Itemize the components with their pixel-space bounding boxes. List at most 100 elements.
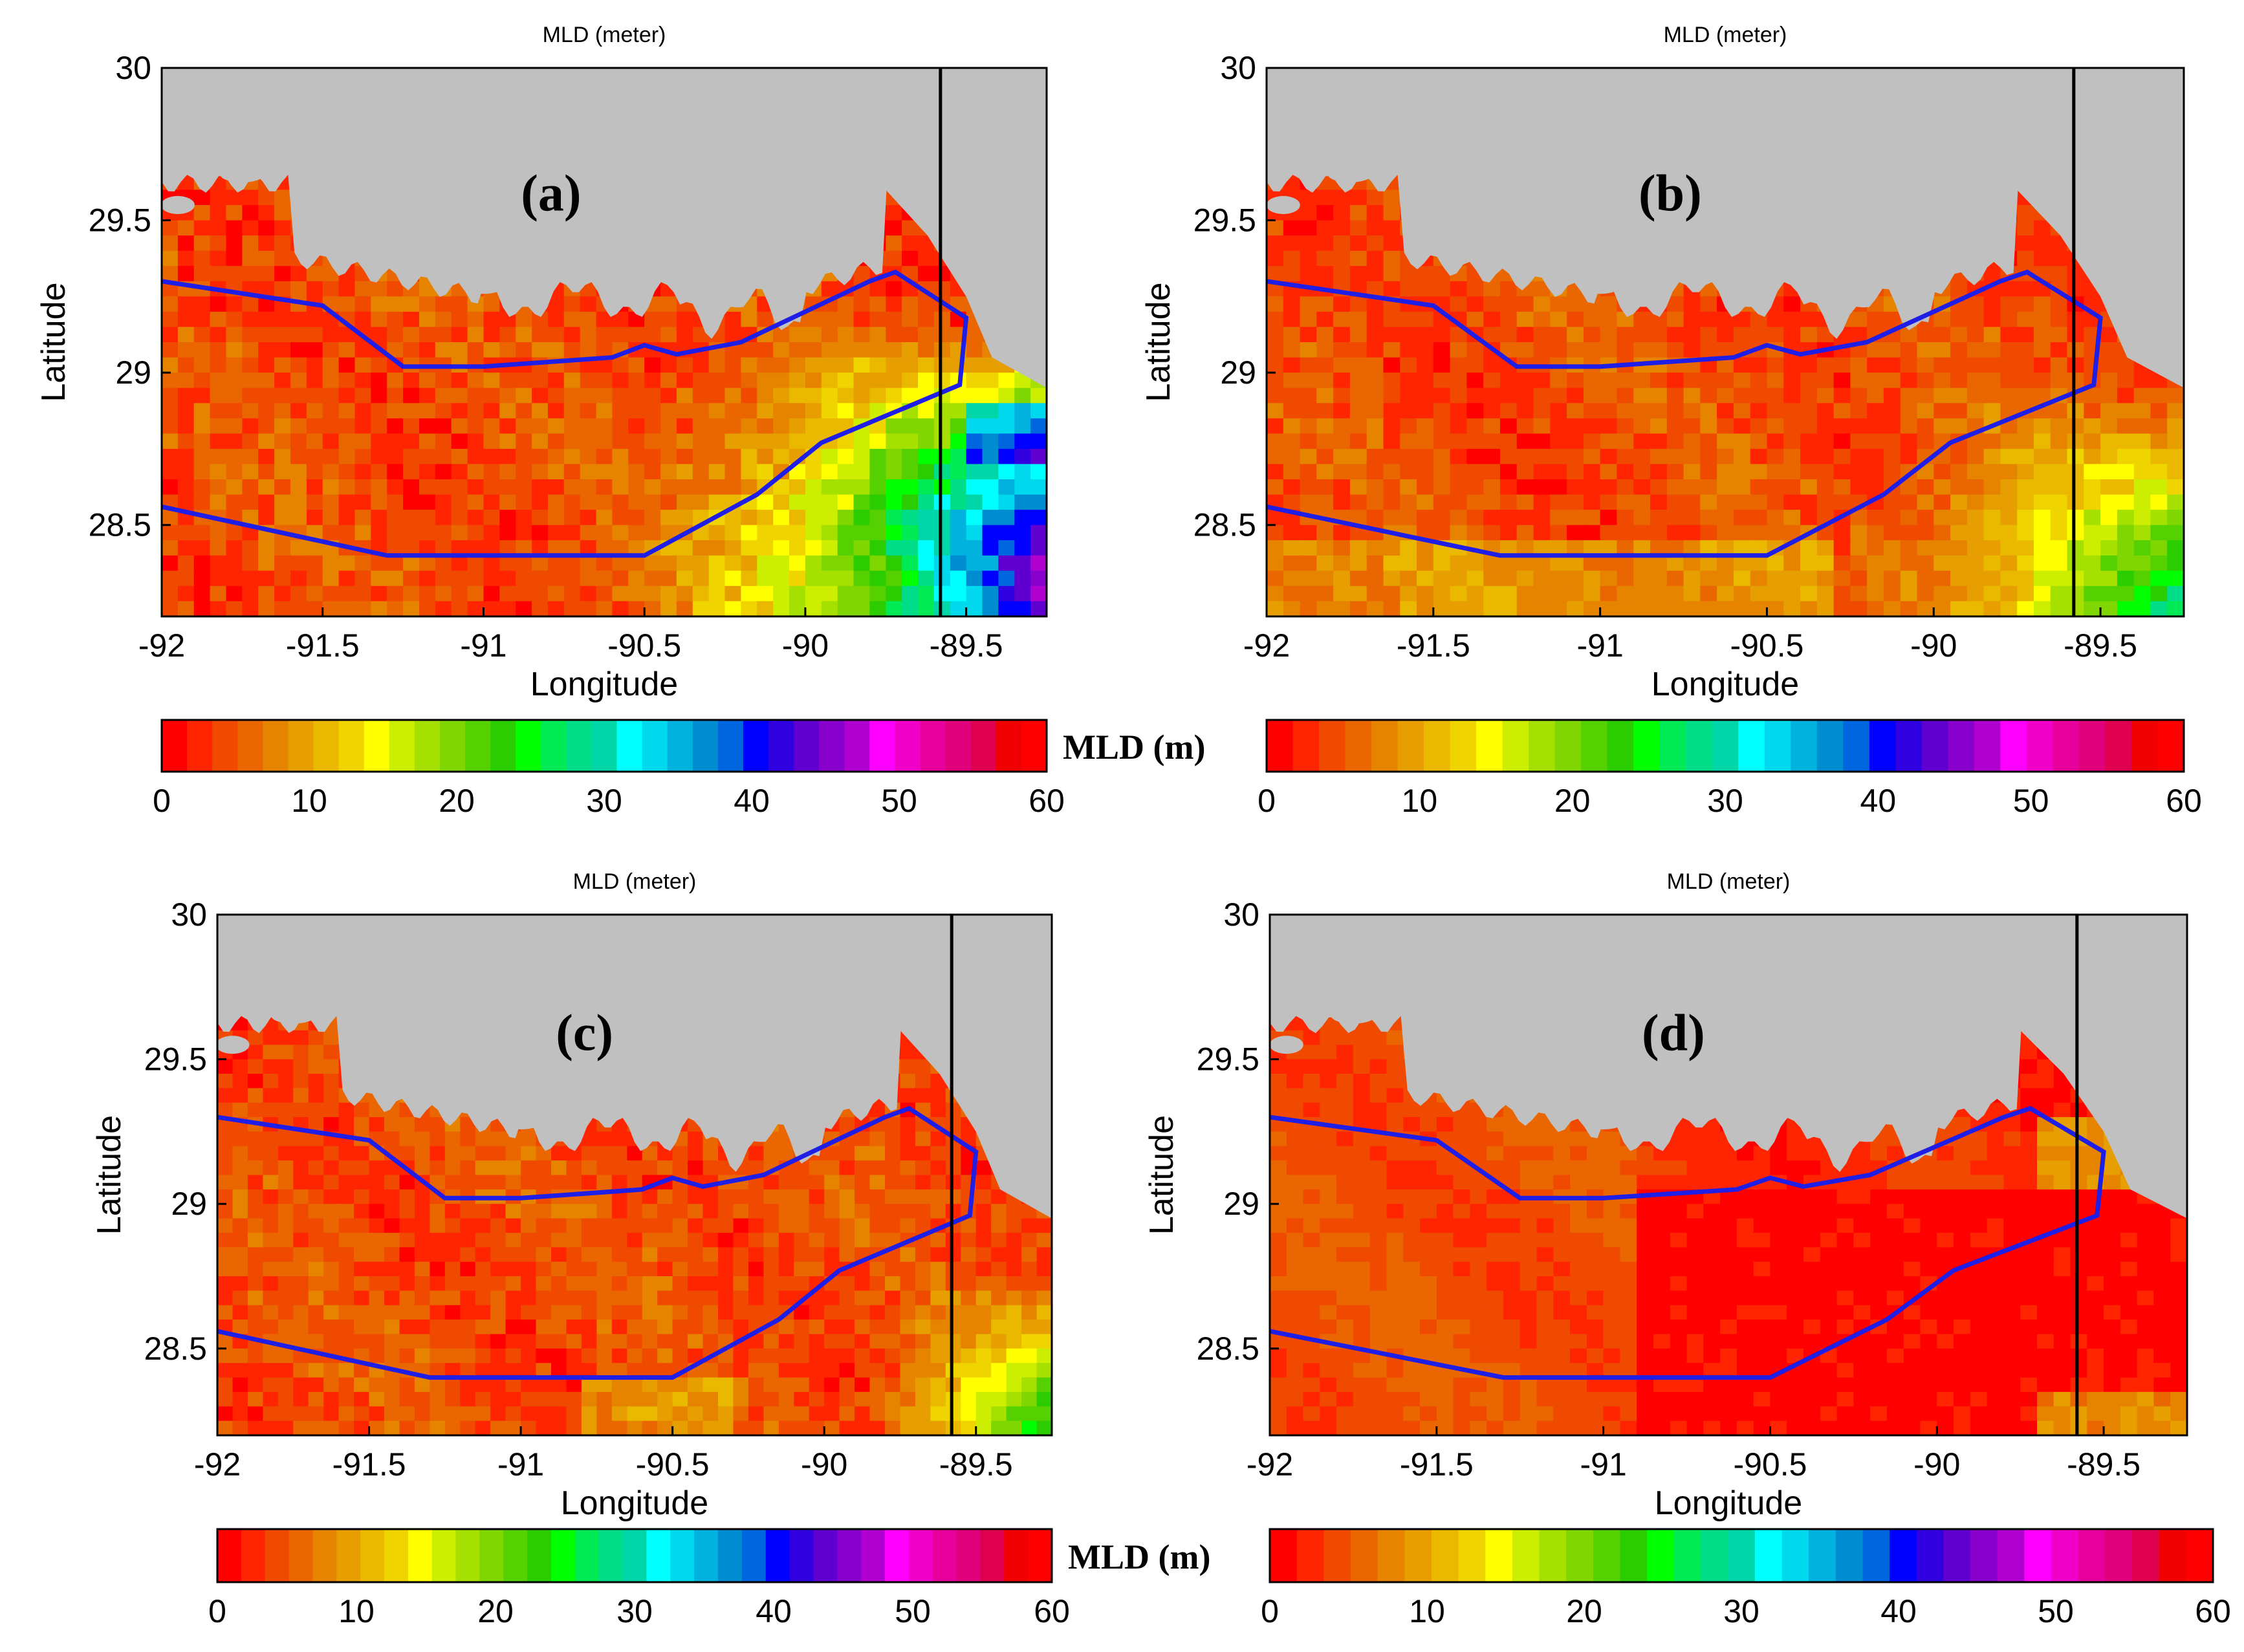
mld-cell <box>1030 510 1047 526</box>
mld-cell <box>1934 479 1952 495</box>
mld-cell <box>1450 494 1468 511</box>
mld-cell <box>290 479 307 495</box>
mld-cell <box>612 571 629 587</box>
mld-cell <box>2100 387 2118 404</box>
mld-cell <box>2050 464 2068 480</box>
colorbar-tick-label: 50 <box>881 783 917 819</box>
colorbar-swatch <box>1686 720 1713 772</box>
mld-cell <box>290 387 307 404</box>
mld-cell <box>1800 540 1818 556</box>
mld-cell <box>1014 601 1032 616</box>
mld-cell <box>2050 494 2068 511</box>
mld-cell <box>1466 357 1485 374</box>
mld-cell <box>1483 433 1501 450</box>
mld-cell <box>232 1059 248 1074</box>
mld-cell <box>290 510 307 526</box>
mld-cell <box>628 601 646 616</box>
colorbar-swatch <box>1529 720 1556 772</box>
mld-cell <box>886 281 903 298</box>
mld-cell <box>242 266 259 282</box>
mld-cell <box>789 601 806 616</box>
mld-cell <box>247 1059 264 1074</box>
mld-cell <box>242 494 259 511</box>
mld-cell <box>1550 342 1568 358</box>
mld-cell <box>1283 357 1301 374</box>
mld-cell <box>1850 585 1868 602</box>
mld-cell <box>1483 510 1501 526</box>
mld-cell <box>821 571 838 587</box>
mld-cell <box>982 494 999 511</box>
mld-cell <box>1917 433 1935 450</box>
mld-cell <box>387 601 404 616</box>
mld-cell <box>354 373 372 389</box>
mld-cell <box>2067 494 2085 511</box>
mld-cell <box>2067 357 2085 374</box>
mld-cell <box>1783 296 1801 312</box>
mld-cell <box>1800 601 1818 616</box>
mld-cell <box>435 418 452 435</box>
mld-cell <box>306 387 323 404</box>
mld-cell <box>2067 585 2085 602</box>
mld-cell <box>242 433 259 450</box>
mld-cell <box>692 540 710 556</box>
mld-cell <box>902 250 919 267</box>
mld-cell <box>1450 342 1468 358</box>
mld-cell <box>1316 327 1334 343</box>
mld-cell <box>1483 448 1501 465</box>
mld-cell <box>1499 327 1518 343</box>
mld-cell <box>1600 448 1618 465</box>
mld-cell <box>2034 464 2051 480</box>
mld-cell <box>1950 327 1968 343</box>
mld-cell <box>1833 357 1851 374</box>
mld-cell <box>1316 571 1334 587</box>
mld-cell <box>1300 220 1318 237</box>
island <box>464 281 503 294</box>
mld-cell <box>1466 281 1485 298</box>
mld-cell <box>1683 342 1701 358</box>
mld-cell <box>1767 464 1785 480</box>
mld-cell <box>853 342 871 358</box>
mld-cell <box>516 525 533 541</box>
mld-cell <box>1433 510 1451 526</box>
mld-cell <box>1683 327 1701 343</box>
mld-cell <box>419 433 436 450</box>
y-tick-label: 28.5 <box>1193 507 1256 543</box>
mld-cell <box>354 525 372 541</box>
mld-cell <box>210 418 227 435</box>
mld-cell <box>430 1117 446 1133</box>
mld-cell <box>757 342 774 358</box>
mld-cell <box>1550 387 1568 404</box>
mld-cell <box>258 433 276 450</box>
mld-cell <box>1030 601 1047 616</box>
mld-cell <box>2117 585 2135 602</box>
mld-cell <box>274 494 291 511</box>
mld-cell <box>676 311 693 328</box>
mld-cell <box>612 373 629 389</box>
mld-cell <box>1499 448 1518 465</box>
mld-cell <box>1700 342 1718 358</box>
mld-cell <box>210 433 227 450</box>
mld-cell <box>1750 571 1768 587</box>
mld-cell <box>1267 403 1284 419</box>
mld-cell <box>547 373 565 389</box>
mld-cell <box>1800 433 1818 450</box>
mld-cell <box>242 250 259 267</box>
mld-cell <box>2100 403 2118 419</box>
mld-cell <box>1333 235 1351 252</box>
mld-cell <box>950 585 967 602</box>
mld-cell <box>290 585 307 602</box>
mld-cell <box>902 494 919 511</box>
mld-cell <box>741 342 758 358</box>
mld-cell <box>2100 433 2118 450</box>
mld-cell <box>1466 479 1485 495</box>
mld-cell <box>1733 525 1751 541</box>
mld-cell <box>1633 510 1651 526</box>
mld-cell <box>596 448 613 465</box>
mld-cell <box>226 540 243 556</box>
mld-cell <box>1499 433 1518 450</box>
mld-cell <box>521 1131 537 1147</box>
mld-cell <box>1683 494 1701 511</box>
mld-cell <box>274 205 291 221</box>
mld-cell <box>1650 342 1668 358</box>
mld-cell <box>258 357 276 374</box>
